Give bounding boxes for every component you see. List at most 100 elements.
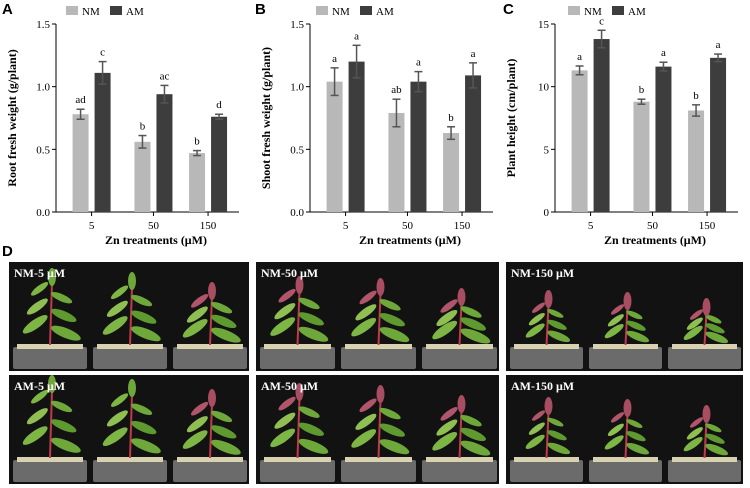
soil [97, 457, 163, 462]
legend-swatch-nm [568, 6, 580, 15]
legend-label-am: AM [126, 6, 144, 18]
leaf [547, 430, 567, 441]
legend-swatch-nm [66, 6, 78, 15]
leaf [30, 389, 49, 404]
y-tick-label: 5 [544, 144, 550, 156]
leaf [436, 309, 458, 327]
leaf-tip [623, 399, 632, 417]
bar-nm [388, 112, 405, 212]
leaf [686, 427, 703, 440]
plant-photo-6: AM-150 μM [506, 375, 743, 484]
significance-label: a [416, 57, 421, 69]
photo-label: NM-150 μM [511, 266, 574, 280]
leaf [51, 325, 81, 341]
bar-nm [633, 101, 650, 212]
leaf [182, 430, 208, 449]
leaf [106, 300, 128, 317]
leaf [298, 326, 329, 342]
leaf [460, 306, 482, 318]
leaf [359, 398, 377, 413]
leaf [274, 303, 296, 320]
leaf [547, 319, 567, 330]
y-tick-label: 10 [538, 82, 550, 94]
leaf [210, 410, 233, 423]
significance-label: c [100, 47, 105, 59]
legend-label-am: AM [628, 6, 646, 18]
leaf [130, 403, 153, 415]
leaf [278, 396, 296, 411]
leaf [51, 437, 81, 453]
leaf [130, 310, 157, 324]
bar-am [593, 39, 610, 212]
y-tick-label: 0.0 [290, 207, 304, 219]
soil [593, 457, 658, 462]
stem [703, 312, 708, 346]
pot [422, 460, 497, 482]
pot [173, 347, 247, 369]
leaf [211, 327, 241, 343]
bar-nm [326, 81, 343, 212]
leaf [298, 406, 320, 418]
soil [672, 457, 737, 462]
photo-label: AM-150 μM [511, 379, 574, 393]
significance-label: d [216, 99, 222, 111]
leaf [26, 408, 48, 425]
leaf [440, 299, 458, 313]
seedling [270, 383, 329, 459]
leaf [604, 324, 624, 339]
leaf [298, 422, 324, 436]
leaf [525, 323, 545, 338]
leaf [705, 423, 722, 433]
seedling [525, 397, 571, 459]
leaf-tip [208, 389, 216, 407]
leaf [547, 309, 564, 318]
pot [341, 460, 416, 482]
leaf [683, 325, 703, 340]
pot [93, 347, 167, 369]
x-tick-label: 150 [699, 220, 716, 232]
leaf [626, 419, 643, 428]
soil [264, 457, 331, 462]
seedling [351, 278, 410, 346]
leaf [186, 416, 208, 433]
soil [514, 344, 579, 349]
y-tick-label: 0.5 [36, 144, 50, 156]
bar-am [211, 116, 228, 212]
leaf [26, 298, 48, 315]
leaf [298, 312, 324, 326]
legend-label-am: AM [376, 6, 394, 18]
leaf [110, 285, 129, 300]
seedling [102, 379, 161, 459]
legend-swatch-am [612, 6, 624, 15]
legend-swatch-am [360, 6, 372, 15]
leaf [686, 317, 703, 330]
x-tick-label: 5 [343, 220, 349, 232]
legend-label-nm: NM [82, 6, 100, 18]
soil [264, 344, 331, 349]
leaf [30, 282, 49, 296]
leaf [130, 420, 157, 435]
photo-label: AM-50 μM [261, 379, 318, 393]
pot [13, 347, 87, 369]
significance-label: ab [391, 84, 402, 96]
leaf [547, 417, 564, 427]
significance-label: b [140, 121, 146, 133]
leaf [705, 443, 729, 456]
pot [93, 460, 167, 482]
x-axis-title: Zn treatments (μM) [105, 233, 207, 247]
panel-letter: A [2, 1, 13, 18]
y-tick-label: 15 [538, 19, 550, 31]
leaf-tip [208, 282, 216, 300]
seedling [683, 298, 729, 346]
bar-am [156, 94, 173, 212]
leaf-tip [623, 292, 632, 310]
leaf [379, 327, 410, 343]
leaf [626, 442, 650, 455]
seedling [525, 290, 571, 346]
significance-label: a [716, 39, 721, 51]
leaf [460, 328, 491, 344]
y-tick-label: 0 [544, 207, 550, 219]
leaf [689, 309, 704, 320]
pot [589, 347, 662, 369]
seedling [683, 405, 729, 459]
